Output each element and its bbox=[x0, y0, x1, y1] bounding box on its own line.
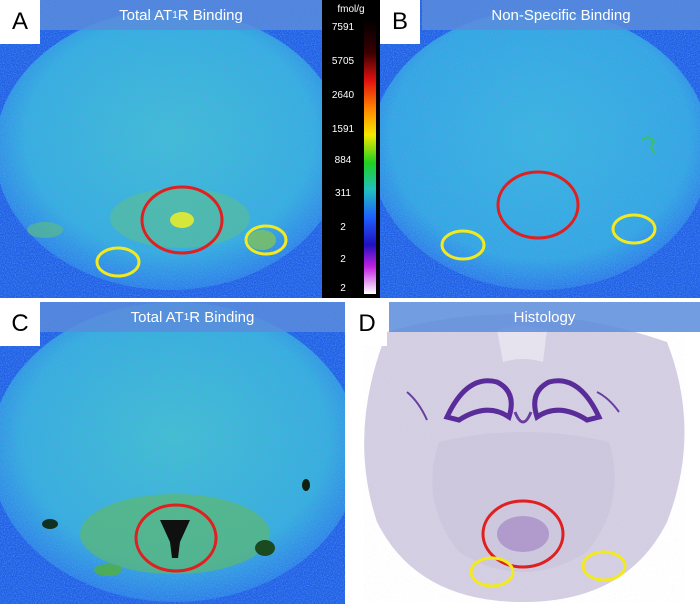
colorbar-unit: fmol/g bbox=[337, 4, 365, 15]
colorbar-tick: 2 bbox=[340, 254, 346, 265]
panel-a-image bbox=[0, 0, 322, 298]
colorbar-tick: 884 bbox=[334, 155, 352, 166]
panel-c-autoradiograph: Total AT 1 R Binding C bbox=[0, 302, 345, 604]
roi-circle-yellow-left bbox=[95, 246, 141, 278]
panel-c-letter: C bbox=[0, 302, 40, 346]
colorbar-tick: 7591 bbox=[331, 22, 355, 33]
panel-c-title-sub: 1 bbox=[183, 311, 190, 323]
panel-b-image bbox=[380, 0, 700, 298]
roi-circle-yellow-left bbox=[469, 556, 515, 588]
hotspot-mark bbox=[170, 212, 194, 228]
roi-circle-yellow-right bbox=[244, 224, 288, 256]
panel-b-title: Non-Specific Binding bbox=[422, 0, 700, 30]
colorbar-tick: 311 bbox=[335, 188, 351, 199]
panel-c-title: Total AT 1 R Binding bbox=[40, 302, 345, 332]
panel-a-letter: A bbox=[0, 0, 40, 44]
roi-circle-yellow-right bbox=[581, 550, 627, 582]
panel-c-title-post: R Binding bbox=[189, 308, 255, 326]
colorbar-tick: 1591 bbox=[331, 124, 355, 135]
colorbar-tick: 2 bbox=[340, 222, 346, 233]
panel-d-image bbox=[347, 302, 700, 604]
colorbar-tick: 5705 bbox=[331, 56, 355, 67]
panel-d-title: Histology bbox=[389, 302, 700, 332]
panel-c-title-pre: Total AT bbox=[130, 308, 184, 326]
panel-a-title-pre: Total AT bbox=[119, 6, 173, 24]
roi-circle-red bbox=[496, 170, 580, 240]
colorbar-legend: fmol/g 7591 5705 2640 1591 884 311 2 2 2 bbox=[322, 0, 380, 298]
roi-circle-red bbox=[140, 185, 224, 255]
panel-b-letter: B bbox=[380, 0, 420, 44]
roi-circle-yellow-right bbox=[611, 213, 657, 245]
panel-b-autoradiograph: Non-Specific Binding B bbox=[380, 0, 700, 298]
panel-a-autoradiograph: Total AT 1 R Binding A bbox=[0, 0, 322, 298]
colorbar-gradient bbox=[364, 20, 376, 294]
roi-circle-red bbox=[134, 503, 218, 573]
hotspot-mark bbox=[160, 520, 190, 558]
panel-d-histology: Histology D bbox=[347, 302, 700, 604]
panel-a-title: Total AT 1 R Binding bbox=[40, 0, 322, 30]
panel-d-letter: D bbox=[347, 302, 387, 346]
colorbar-tick: 2 bbox=[340, 283, 346, 294]
panel-a-title-post: R Binding bbox=[177, 6, 243, 24]
roi-circle-yellow-left bbox=[440, 229, 486, 261]
roi-circle-red bbox=[481, 499, 565, 569]
colorbar-tick: 2640 bbox=[331, 90, 355, 101]
panel-a-title-sub: 1 bbox=[172, 9, 178, 21]
panel-c-image bbox=[0, 302, 345, 604]
